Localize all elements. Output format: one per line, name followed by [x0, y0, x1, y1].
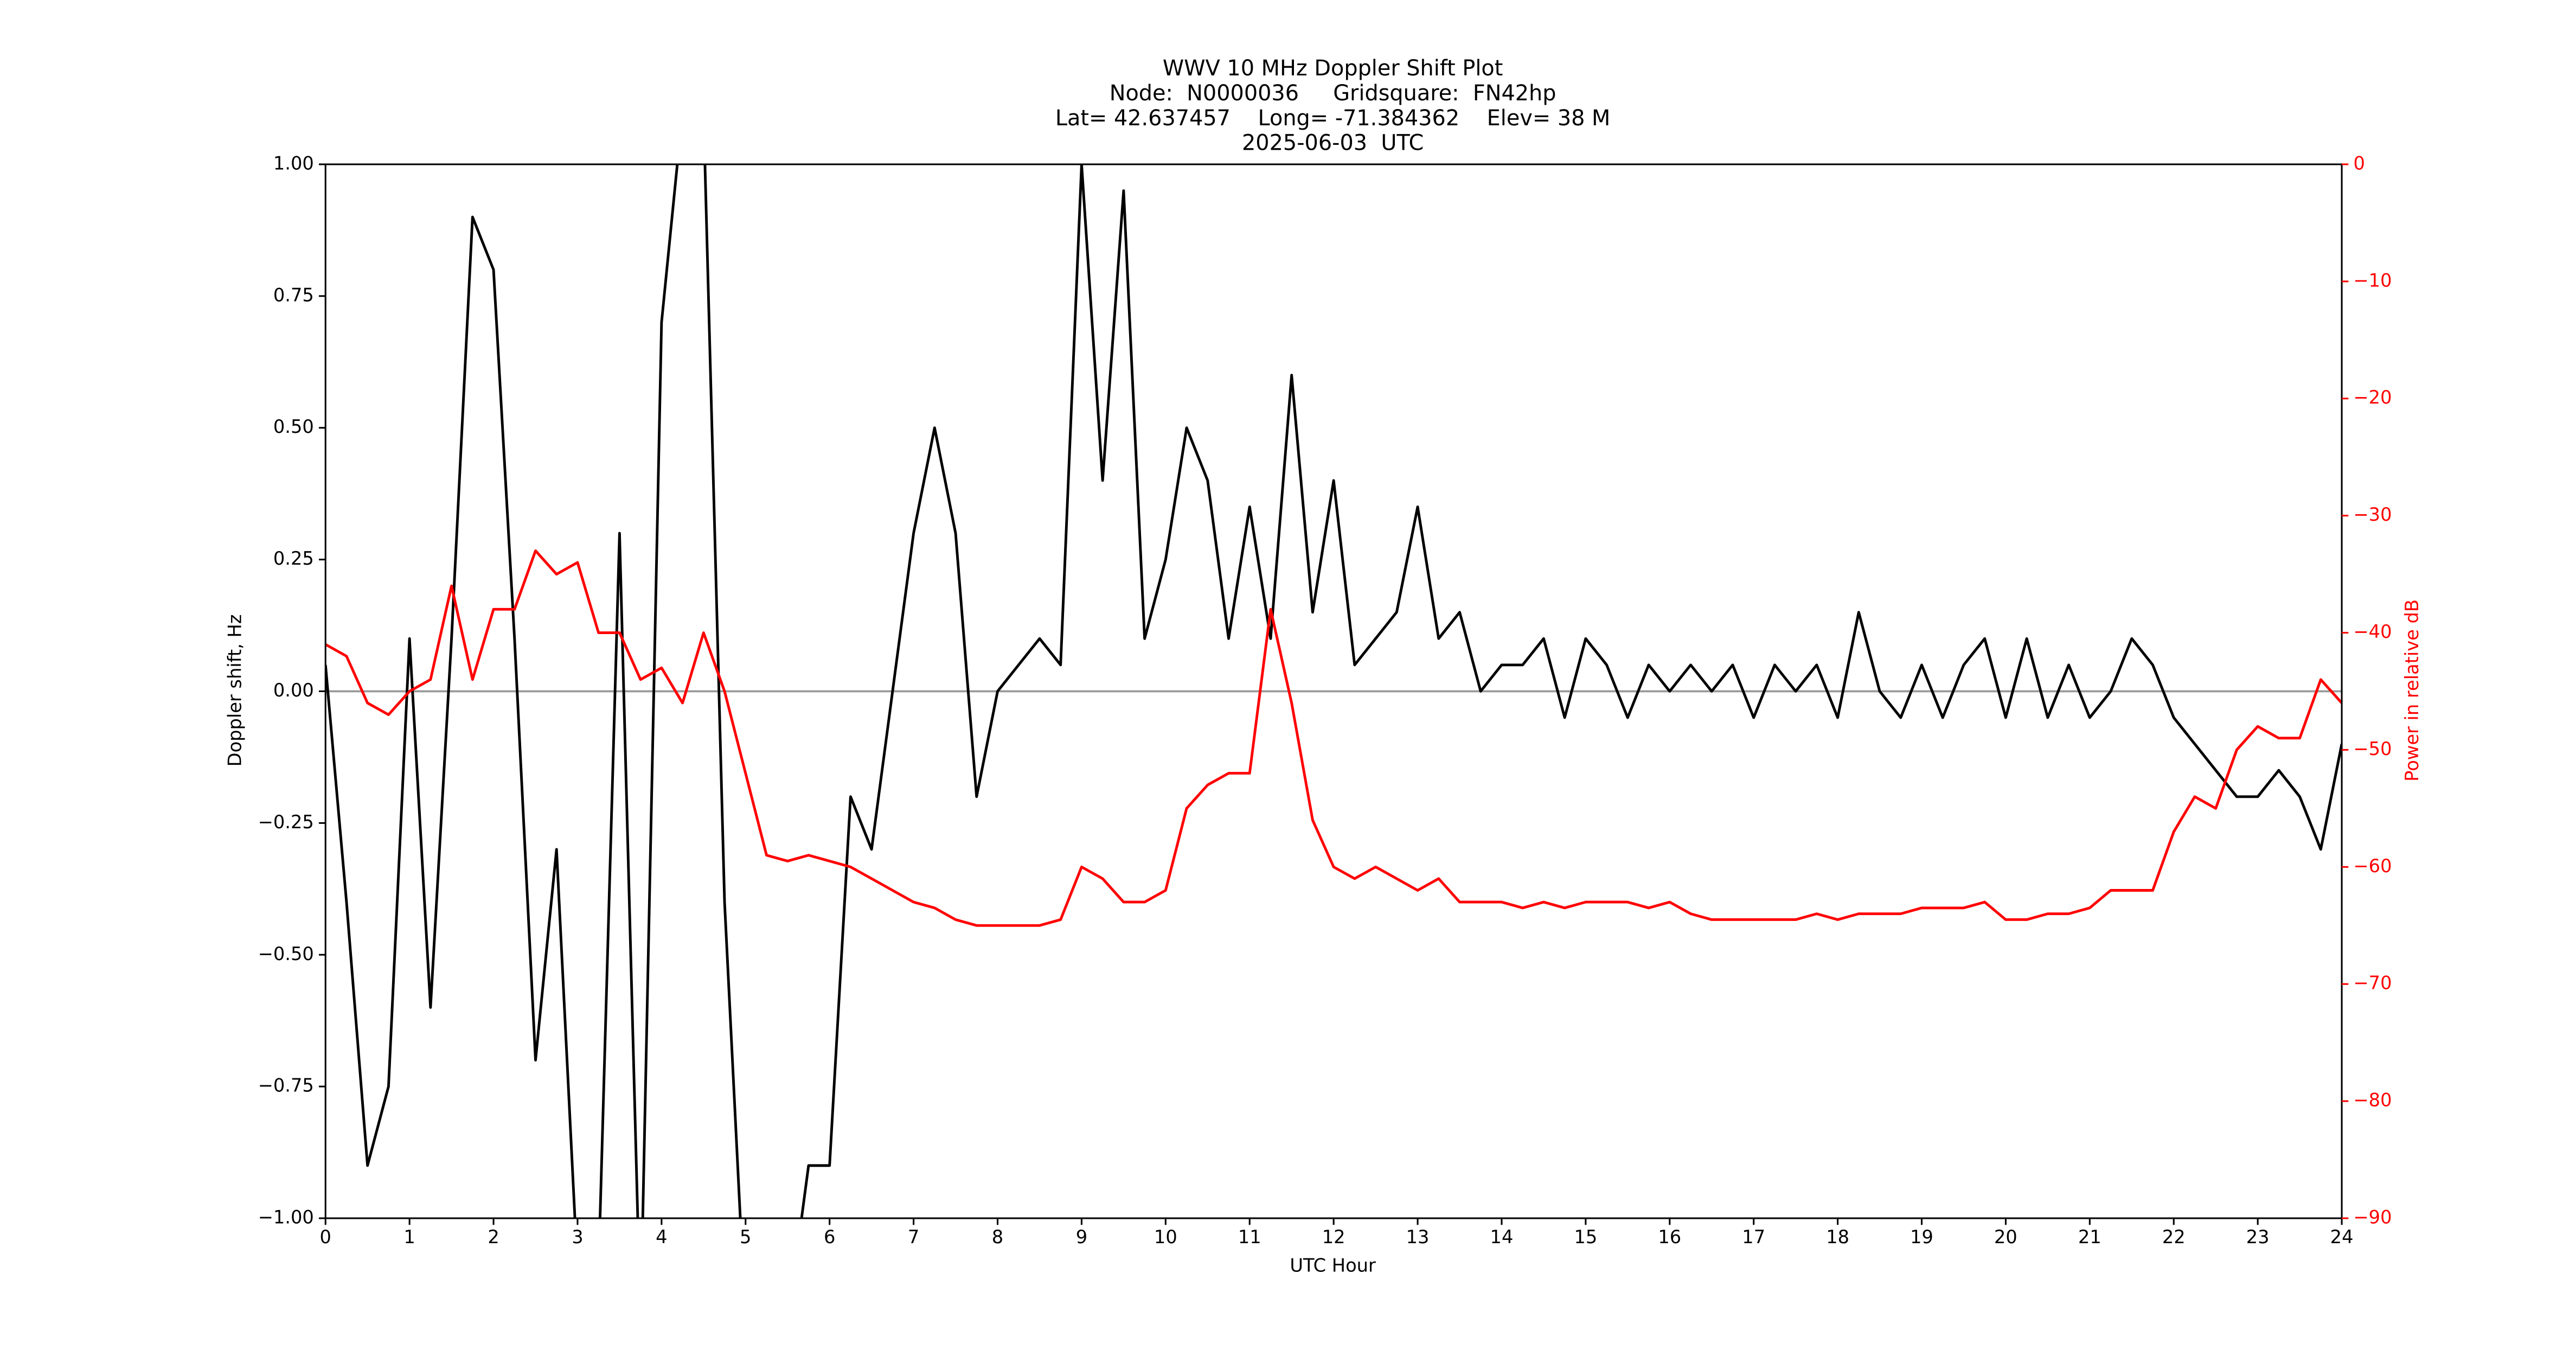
y-tick-label: 0.25 — [273, 548, 314, 569]
x-tick-label: 1 — [403, 1226, 415, 1248]
chart-subtitle: 2025-06-03 UTC — [1242, 131, 1424, 156]
x-tick-label: 2 — [488, 1226, 499, 1248]
x-tick-label: 10 — [1154, 1226, 1177, 1248]
y-tick-label: 0.75 — [273, 284, 314, 305]
y-tick-label: 1.00 — [273, 152, 314, 174]
x-tick-label: 4 — [656, 1226, 667, 1248]
y-tick-label: 0.00 — [273, 680, 314, 701]
y2-tick-label: −50 — [2354, 738, 2392, 759]
x-tick-label: 16 — [1658, 1226, 1681, 1248]
series-line — [325, 164, 2342, 1219]
plot-area — [325, 164, 2342, 1219]
y-tick-label: −0.75 — [258, 1075, 314, 1096]
y2-tick-label: −80 — [2354, 1090, 2392, 1111]
chart-subtitle: Node: N0000036 Gridsquare: FN42hp — [1110, 81, 1556, 106]
y2-tick-label: 0 — [2354, 152, 2365, 174]
y2-tick-label: −70 — [2354, 973, 2392, 994]
y2-tick-label: −30 — [2354, 504, 2392, 525]
x-tick-label: 23 — [2246, 1226, 2270, 1248]
x-tick-label: 22 — [2162, 1226, 2186, 1248]
y2-tick-label: −90 — [2354, 1207, 2392, 1228]
series-line — [325, 549, 2342, 927]
x-tick-label: 17 — [1742, 1226, 1765, 1248]
x-tick-label: 15 — [1574, 1226, 1597, 1248]
y2-axis-label: Power in relative dB — [2401, 599, 2423, 782]
x-tick-label: 18 — [1826, 1226, 1849, 1248]
x-tick-label: 8 — [992, 1226, 1003, 1248]
x-tick-label: 11 — [1238, 1226, 1261, 1248]
chart-subtitle: Lat= 42.637457 Long= -71.384362 Elev= 38… — [1055, 106, 1610, 131]
x-tick-label: 13 — [1406, 1226, 1430, 1248]
y-tick-label: −0.50 — [258, 943, 314, 964]
x-tick-label: 7 — [908, 1226, 919, 1248]
y2-tick-label: −10 — [2354, 270, 2392, 291]
y-tick-label: 0.50 — [273, 416, 314, 437]
x-tick-label: 5 — [740, 1226, 751, 1248]
x-tick-label: 3 — [572, 1226, 583, 1248]
x-tick-label: 12 — [1322, 1226, 1345, 1248]
x-tick-label: 0 — [320, 1226, 331, 1248]
x-tick-label: 6 — [824, 1226, 835, 1248]
x-tick-label: 9 — [1076, 1226, 1087, 1248]
x-tick-label: 19 — [1910, 1226, 1933, 1248]
y-tick-label: −0.25 — [258, 811, 314, 833]
x-tick-label: 21 — [2078, 1226, 2101, 1248]
x-tick-label: 14 — [1490, 1226, 1514, 1248]
y-axis-label: Doppler shift, Hz — [224, 615, 245, 767]
y2-tick-label: −40 — [2354, 621, 2392, 642]
y2-tick-label: −20 — [2354, 387, 2392, 408]
chart-title: WWV 10 MHz Doppler Shift Plot — [1163, 56, 1503, 81]
y-tick-label: −1.00 — [258, 1207, 314, 1228]
x-tick-label: 24 — [2330, 1226, 2354, 1248]
x-axis-label: UTC Hour — [1290, 1255, 1376, 1276]
y2-tick-label: −60 — [2354, 855, 2392, 877]
x-tick-label: 20 — [1994, 1226, 2017, 1248]
